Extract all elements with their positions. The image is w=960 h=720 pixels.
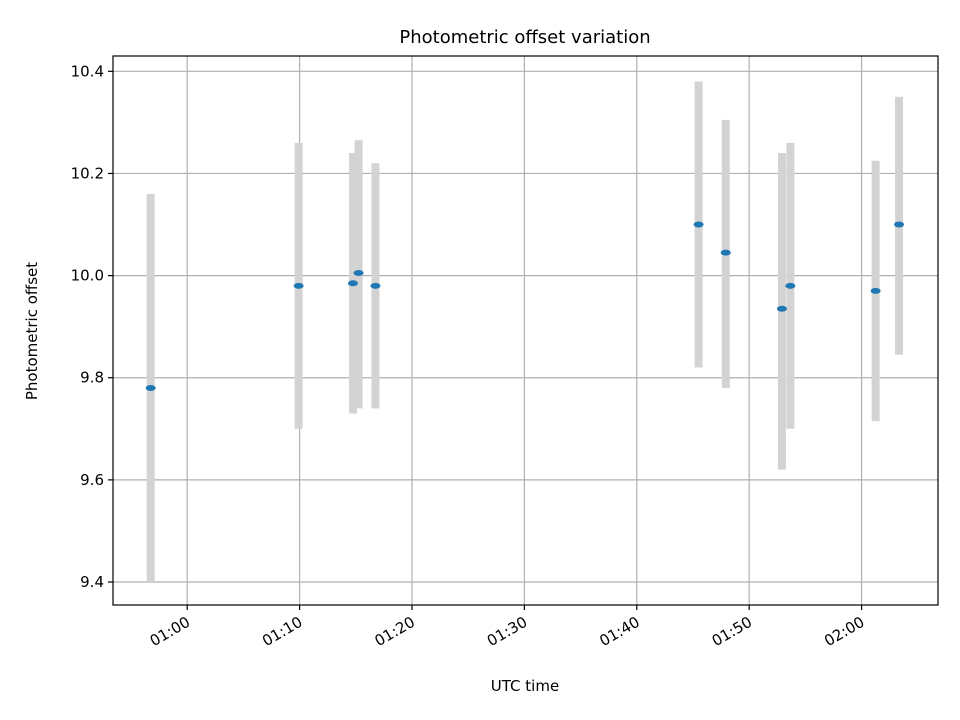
data-point: [293, 282, 304, 289]
y-axis-title: Photometric offset: [23, 262, 41, 400]
data-point: [353, 270, 364, 277]
y-axis: 9.4 9.6 9.8 10.0 10.2 10.4: [71, 62, 113, 591]
data-point: [720, 249, 731, 256]
y-tick-label: 9.4: [80, 573, 104, 591]
data-point: [894, 221, 905, 228]
plot-frame: [112, 55, 939, 606]
data-point: [347, 280, 358, 287]
data-point: [870, 287, 881, 294]
y-tick-label: 10.4: [71, 62, 104, 80]
x-axis-title: UTC time: [491, 677, 559, 695]
data-point: [370, 282, 381, 289]
y-tick-label: 10.0: [71, 267, 104, 285]
y-tick-label: 10.2: [71, 164, 104, 182]
y-tick-label: 9.6: [80, 471, 104, 489]
grid-lines: [113, 56, 938, 605]
y-tick-label: 9.8: [80, 369, 104, 387]
data-point: [693, 221, 704, 228]
data-point: [145, 384, 156, 391]
chart-title: Photometric offset variation: [399, 27, 650, 48]
data-point: [785, 282, 796, 289]
data-point: [776, 305, 787, 312]
data-points: [145, 221, 905, 391]
